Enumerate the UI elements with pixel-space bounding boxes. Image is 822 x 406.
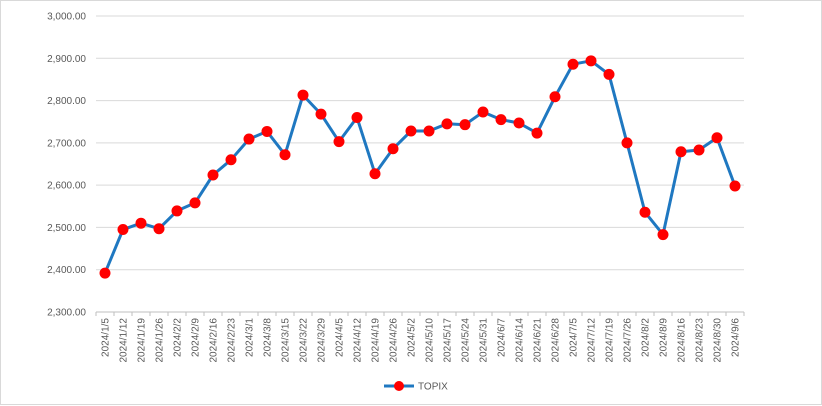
x-tick-label: 2024/9/6 bbox=[731, 318, 742, 357]
data-point bbox=[693, 144, 705, 156]
data-point bbox=[675, 146, 687, 158]
x-tick-label: 2024/5/31 bbox=[479, 318, 490, 363]
x-tick-label: 2024/6/21 bbox=[533, 318, 544, 363]
x-tick-label: 2024/3/29 bbox=[317, 318, 328, 363]
data-point bbox=[711, 132, 723, 144]
x-tick-label: 2024/8/23 bbox=[695, 318, 706, 363]
y-tick-label: 2,800.00 bbox=[47, 96, 86, 107]
x-tick-label: 2024/1/12 bbox=[119, 318, 130, 363]
x-tick-label: 2024/6/14 bbox=[515, 318, 526, 363]
x-tick-label: 2024/6/7 bbox=[497, 318, 508, 357]
data-point bbox=[189, 197, 201, 209]
data-point bbox=[405, 125, 417, 137]
data-point bbox=[657, 229, 669, 241]
data-point bbox=[135, 217, 147, 229]
y-tick-label: 2,300.00 bbox=[47, 308, 86, 319]
y-tick-label: 3,000.00 bbox=[47, 12, 86, 23]
x-tick-label: 2024/2/2 bbox=[173, 318, 184, 357]
data-point bbox=[153, 223, 165, 235]
series-line-topix bbox=[103, 59, 737, 274]
x-tick-label: 2024/8/2 bbox=[641, 318, 652, 357]
y-tick-label: 2,900.00 bbox=[47, 54, 86, 65]
data-point bbox=[639, 206, 651, 218]
legend-label: TOPIX bbox=[418, 382, 448, 393]
data-point bbox=[207, 169, 219, 181]
y-tick-label: 2,500.00 bbox=[47, 223, 86, 234]
x-tick-label: 2024/5/17 bbox=[443, 318, 454, 363]
data-point bbox=[315, 108, 327, 120]
data-point bbox=[369, 168, 381, 180]
data-point bbox=[243, 133, 255, 145]
x-tick-label: 2024/8/16 bbox=[677, 318, 688, 363]
data-point bbox=[459, 119, 471, 131]
x-tick-label: 2024/3/8 bbox=[263, 318, 274, 357]
data-point bbox=[603, 68, 615, 80]
x-tick-label: 2024/7/5 bbox=[569, 318, 580, 357]
x-tick-label: 2024/8/9 bbox=[659, 318, 670, 357]
data-point bbox=[351, 111, 363, 123]
data-point bbox=[225, 154, 237, 166]
data-point bbox=[333, 136, 345, 148]
x-tick-label: 2024/5/24 bbox=[461, 318, 472, 363]
y-tick-label: 2,400.00 bbox=[47, 265, 86, 276]
x-tick-label: 2024/4/19 bbox=[371, 318, 382, 363]
data-point bbox=[549, 91, 561, 103]
data-point bbox=[477, 106, 489, 118]
data-point bbox=[387, 143, 399, 155]
x-tick-label: 2024/4/5 bbox=[335, 318, 346, 357]
x-tick-label: 2024/7/19 bbox=[605, 318, 616, 363]
x-tick-label: 2024/1/26 bbox=[155, 318, 166, 363]
data-point bbox=[423, 125, 435, 137]
data-point bbox=[261, 125, 273, 137]
data-point bbox=[567, 58, 579, 70]
data-point bbox=[297, 89, 309, 101]
data-point bbox=[441, 118, 453, 130]
data-point bbox=[279, 149, 291, 161]
x-tick-label: 2024/6/28 bbox=[551, 318, 562, 363]
data-point bbox=[495, 114, 507, 126]
data-point bbox=[99, 267, 111, 279]
x-tick-label: 2024/3/22 bbox=[299, 318, 310, 363]
x-tick-label: 2024/5/2 bbox=[407, 318, 418, 357]
x-tick-label: 2024/1/5 bbox=[101, 318, 112, 357]
y-tick-label: 2,700.00 bbox=[47, 138, 86, 149]
x-tick-label: 2024/3/1 bbox=[245, 318, 256, 357]
x-tick-label: 2024/8/30 bbox=[713, 318, 724, 363]
data-point bbox=[117, 224, 129, 236]
y-tick-label: 2,600.00 bbox=[47, 181, 86, 192]
x-tick-label: 2024/3/15 bbox=[281, 318, 292, 363]
legend-swatch-marker bbox=[394, 381, 404, 391]
data-point bbox=[531, 127, 543, 139]
x-tick-label: 2024/2/9 bbox=[191, 318, 202, 357]
data-point bbox=[585, 55, 597, 67]
x-tick-label: 2024/4/26 bbox=[389, 318, 400, 363]
x-tick-label: 2024/2/16 bbox=[209, 318, 220, 363]
x-tick-label: 2024/5/10 bbox=[425, 318, 436, 363]
data-point bbox=[621, 137, 633, 149]
data-point bbox=[171, 205, 183, 217]
data-point bbox=[513, 117, 525, 129]
x-tick-label: 2024/7/26 bbox=[623, 318, 634, 363]
data-point bbox=[729, 180, 741, 192]
x-tick-label: 2024/4/12 bbox=[353, 318, 364, 363]
x-tick-label: 2024/7/12 bbox=[587, 318, 598, 363]
x-tick-label: 2024/1/19 bbox=[137, 318, 148, 363]
x-tick-label: 2024/2/23 bbox=[227, 318, 238, 363]
